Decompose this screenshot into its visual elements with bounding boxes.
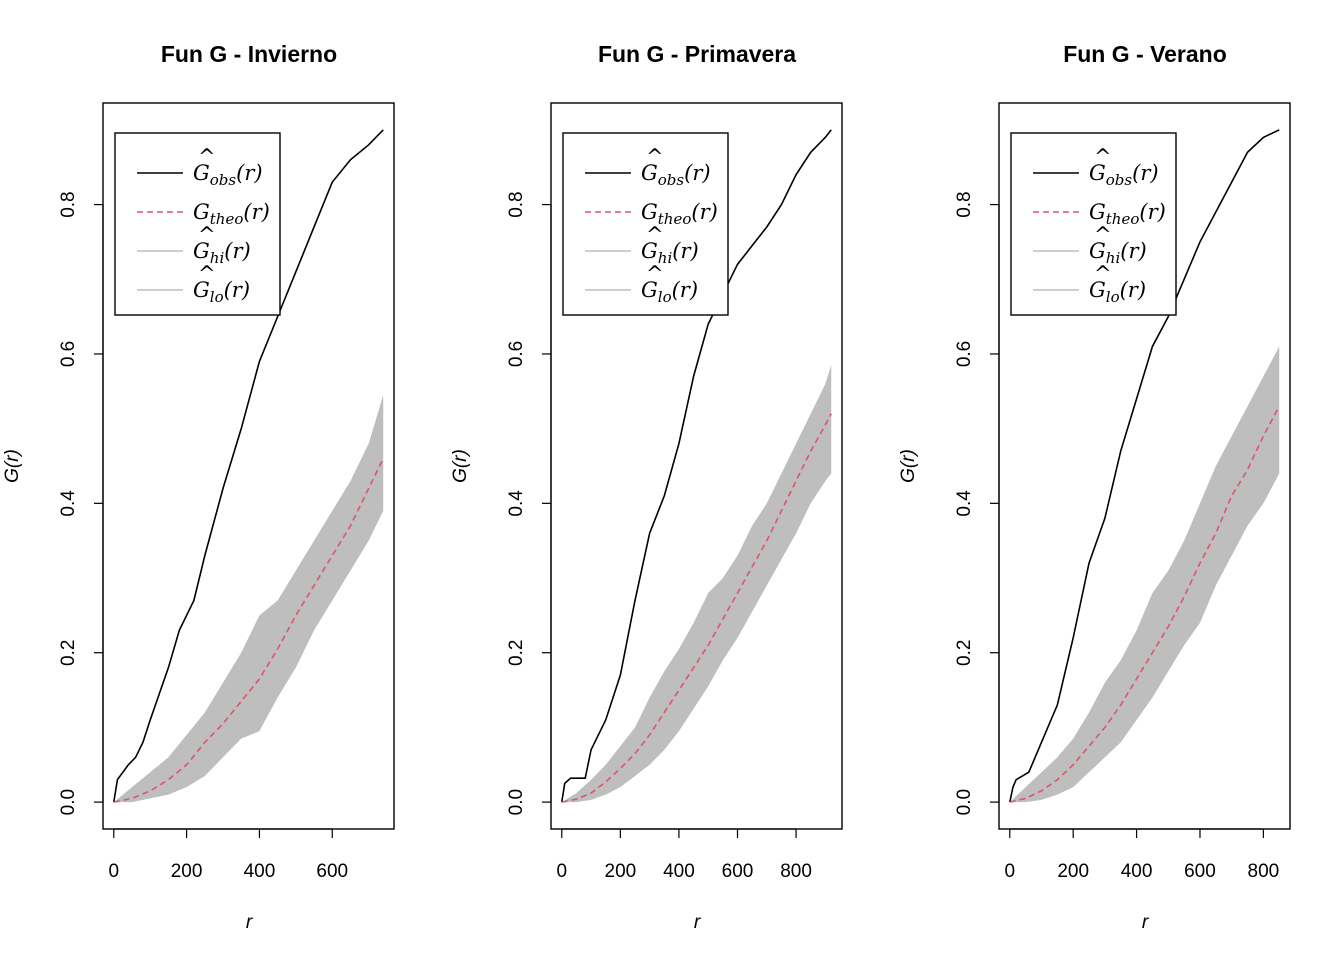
chart-title: Fun G - Invierno bbox=[161, 41, 337, 67]
x-tick-label: 400 bbox=[663, 861, 695, 882]
legend-hat-hi: ^ bbox=[198, 223, 216, 247]
y-tick-label: 0.6 bbox=[506, 341, 527, 367]
y-tick-label: 0.6 bbox=[954, 341, 975, 367]
legend-hat-obs: ^ bbox=[646, 145, 664, 169]
series-line-obs bbox=[112, 129, 384, 803]
y-tick-label: 0.0 bbox=[954, 789, 975, 815]
y-tick-label: 0.8 bbox=[954, 191, 975, 217]
y-tick-label: 0.4 bbox=[954, 490, 975, 517]
legend-label-hi: Ghi(r) bbox=[193, 239, 251, 267]
x-tick-label: 200 bbox=[1057, 861, 1089, 882]
chart-title: Fun G - Primavera bbox=[598, 41, 796, 67]
legend-hat-obs: ^ bbox=[1094, 145, 1112, 169]
legend-label-obs: Gobs(r) bbox=[193, 161, 263, 189]
series-line-theo bbox=[113, 458, 384, 803]
legend: Gobs(r)^Gtheo(r)Ghi(r)^Glo(r)^ bbox=[114, 132, 281, 316]
legend-label-hi: Ghi(r) bbox=[641, 239, 699, 267]
x-tick-label: 800 bbox=[1248, 861, 1280, 882]
series-line-obs bbox=[560, 129, 832, 803]
y-tick-label: 0.4 bbox=[506, 490, 527, 517]
y-axis-label: G(r) bbox=[898, 449, 919, 483]
legend-label-lo: Glo(r) bbox=[641, 278, 698, 306]
x-tick-label: 600 bbox=[316, 861, 348, 882]
chart-title: Fun G - Verano bbox=[1063, 41, 1227, 67]
legend-label-theo: Gtheo(r) bbox=[641, 200, 718, 228]
x-tick-label: 600 bbox=[1184, 861, 1216, 882]
x-axis-label: r bbox=[1142, 912, 1149, 933]
y-tick-label: 0.0 bbox=[506, 789, 527, 815]
y-tick-label: 0.6 bbox=[58, 341, 79, 367]
envelope-band bbox=[1009, 346, 1280, 803]
legend: Gobs(r)^Gtheo(r)Ghi(r)^Glo(r)^ bbox=[562, 132, 729, 316]
x-tick-label: 0 bbox=[108, 861, 119, 882]
legend-label-theo: Gtheo(r) bbox=[1089, 200, 1166, 228]
legend-label-hi: Ghi(r) bbox=[1089, 239, 1147, 267]
x-tick-label: 400 bbox=[1121, 861, 1153, 882]
legend-label-theo: Gtheo(r) bbox=[193, 200, 270, 228]
legend-hat-lo: ^ bbox=[1094, 262, 1112, 286]
legend-label-lo: Glo(r) bbox=[193, 278, 250, 306]
chart-panel-2: Fun G - Primavera 0 200 400 600 800 r 0.0 0.2 0.4… bbox=[450, 41, 843, 933]
y-axis-label: G(r) bbox=[2, 449, 23, 483]
envelope-band bbox=[561, 365, 832, 803]
series-line-obs bbox=[1008, 129, 1280, 803]
x-tick-label: 400 bbox=[244, 861, 276, 882]
legend-hat-obs: ^ bbox=[198, 145, 216, 169]
x-tick-label: 0 bbox=[556, 861, 567, 882]
x-tick-label: 600 bbox=[722, 861, 754, 882]
x-tick-label: 200 bbox=[605, 861, 637, 882]
y-tick-label: 0.2 bbox=[58, 640, 79, 666]
chart-panel-1: Fun G - Invierno 0 200 400 600 r 0.0 0.2 0.4 0.6 0… bbox=[2, 41, 395, 933]
x-tick-label: 800 bbox=[780, 861, 812, 882]
legend-hat-hi: ^ bbox=[1094, 223, 1112, 247]
legend-hat-lo: ^ bbox=[646, 262, 664, 286]
y-tick-label: 0.2 bbox=[954, 640, 975, 666]
series-line-theo bbox=[1009, 405, 1280, 803]
legend-hat-lo: ^ bbox=[198, 262, 216, 286]
envelope-band bbox=[113, 395, 384, 803]
x-axis-label: r bbox=[246, 912, 253, 933]
y-tick-label: 0.2 bbox=[506, 640, 527, 666]
x-tick-label: 200 bbox=[171, 861, 203, 882]
legend: Gobs(r)^Gtheo(r)Ghi(r)^Glo(r)^ bbox=[1010, 132, 1177, 316]
legend-box bbox=[1010, 132, 1177, 316]
legend-label-obs: Gobs(r) bbox=[641, 161, 711, 189]
y-tick-label: 0.0 bbox=[58, 789, 79, 815]
chart-panel-3: Fun G - Verano 0 200 400 600 800 r 0.0 0.2 0.4 0.6… bbox=[898, 41, 1291, 933]
legend-label-obs: Gobs(r) bbox=[1089, 161, 1159, 189]
legend-hat-hi: ^ bbox=[646, 223, 664, 247]
x-axis-label: r bbox=[694, 912, 701, 933]
y-tick-label: 0.8 bbox=[58, 191, 79, 217]
series-line-theo bbox=[561, 413, 832, 803]
legend-box bbox=[114, 132, 281, 316]
legend-label-lo: Glo(r) bbox=[1089, 278, 1146, 306]
y-axis-label: G(r) bbox=[450, 449, 471, 483]
y-tick-label: 0.8 bbox=[506, 191, 527, 217]
y-tick-label: 0.4 bbox=[58, 490, 79, 517]
x-tick-label: 0 bbox=[1004, 861, 1015, 882]
legend-box bbox=[562, 132, 729, 316]
